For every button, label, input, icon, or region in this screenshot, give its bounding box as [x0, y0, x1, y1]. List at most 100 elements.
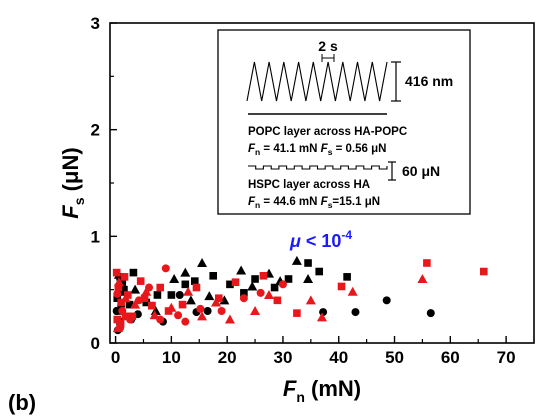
- data-point-triangle: [219, 295, 230, 305]
- data-point-triangle: [169, 274, 180, 283]
- data-point-square: [343, 273, 351, 281]
- data-point-circle: [118, 307, 127, 315]
- data-point-circle: [426, 309, 435, 318]
- data-point-square: [423, 259, 431, 267]
- data-point-triangle: [247, 281, 258, 291]
- data-point-triangle: [204, 291, 215, 301]
- data-point-circle: [382, 296, 391, 305]
- data-point-square: [251, 275, 259, 283]
- data-point-circle: [161, 264, 170, 273]
- data-point-square: [240, 289, 248, 297]
- data-point-circle: [217, 307, 226, 315]
- data-point-square: [284, 275, 293, 283]
- data-point-triangle: [224, 314, 235, 324]
- data-point-square: [273, 296, 282, 305]
- data-point-circle: [145, 283, 154, 292]
- data-point-triangle: [236, 265, 247, 275]
- data-point-circle: [116, 324, 125, 333]
- data-point-triangle: [113, 277, 124, 287]
- data-point-circle: [196, 304, 205, 313]
- x-tick-label: 0: [111, 348, 120, 367]
- data-point-square: [214, 294, 223, 302]
- data-point-triangle: [141, 286, 152, 296]
- data-point-square: [259, 272, 268, 280]
- data-point-square: [231, 278, 240, 286]
- data-point-square: [209, 272, 218, 280]
- data-point-triangle: [250, 306, 261, 315]
- data-point-circle: [181, 317, 190, 326]
- x-tick-label: 60: [441, 348, 460, 367]
- x-tick-label: 30: [273, 348, 292, 367]
- panel-label: (b): [8, 390, 36, 415]
- data-point-circle: [135, 296, 144, 305]
- x-tick-label: 40: [329, 348, 348, 367]
- data-point-square: [121, 312, 130, 321]
- data-point-square: [270, 283, 279, 292]
- hspc-values: Fn = 44.6 mN Fs=15.1 μN: [248, 196, 380, 210]
- data-point-square: [156, 283, 165, 292]
- data-point-triangle: [130, 284, 141, 294]
- data-points: [112, 255, 488, 335]
- data-point-triangle: [317, 312, 327, 322]
- popc-title: POPC layer across HA-POPC: [248, 126, 407, 138]
- data-point-circle: [156, 315, 165, 324]
- data-point-square: [140, 294, 149, 302]
- data-point-circle: [126, 315, 135, 324]
- data-point-triangle: [130, 299, 141, 309]
- amplitude-label: 416 nm: [405, 73, 453, 89]
- data-point-square: [293, 309, 301, 317]
- y-tick-label: 0: [91, 334, 100, 353]
- hspc-title: HSPC layer across HA: [248, 179, 370, 191]
- data-point-square: [120, 273, 129, 281]
- data-point-circle: [174, 311, 183, 320]
- data-point-triangle: [185, 295, 196, 305]
- data-point-triangle: [303, 274, 314, 283]
- inset-frame: [217, 29, 471, 215]
- data-point-square: [192, 283, 201, 292]
- force-scale-label: 60 μN: [402, 163, 440, 179]
- period-label: 2 s: [318, 38, 338, 54]
- data-point-triangle: [150, 306, 161, 315]
- data-point-square: [125, 300, 134, 309]
- data-point-circle: [203, 307, 212, 315]
- data-point-circle: [239, 294, 248, 303]
- data-point-square: [113, 294, 122, 302]
- data-point-triangle: [120, 293, 131, 303]
- x-tick-label: 20: [218, 348, 237, 367]
- data-point-triangle: [166, 302, 177, 312]
- data-point-square: [337, 282, 346, 291]
- x-tick-label: 70: [497, 348, 516, 367]
- hspc-friction-trace: [248, 165, 388, 170]
- data-point-square: [112, 268, 121, 277]
- data-point-circle: [112, 307, 121, 315]
- y-tick-label: 2: [91, 121, 100, 140]
- y-axis-label: Fs (μN): [58, 147, 87, 218]
- data-point-triangle: [211, 297, 221, 307]
- axis-ticks: 0 10 20 30 40 50 60 70 0 1 2 3: [91, 14, 516, 367]
- data-point-triangle: [291, 255, 302, 265]
- data-point-square: [153, 291, 162, 299]
- data-point-square: [114, 283, 123, 292]
- data-point-triangle: [180, 267, 191, 277]
- x-tick-label: 10: [162, 348, 181, 367]
- friction-coefficient-annotation: μ < 10-4: [289, 228, 352, 251]
- data-point-square: [129, 268, 138, 277]
- x-axis-label: Fn (mN): [283, 376, 361, 405]
- data-point-square: [136, 277, 145, 285]
- data-point-square: [167, 291, 176, 299]
- popc-values: Fn = 41.1 mN Fs = 0.56 μN: [248, 143, 386, 157]
- data-point-triangle: [183, 286, 194, 296]
- displacement-wave: [246, 61, 388, 102]
- data-point-triangle: [417, 274, 428, 283]
- inset-panel: 2 s 416 nm POPC layer across HA-POPC Fn …: [217, 29, 471, 215]
- data-point-square: [124, 291, 132, 299]
- data-point-square: [479, 267, 488, 276]
- y-tick-label: 1: [91, 227, 100, 246]
- data-point-circle: [113, 289, 122, 298]
- data-point-circle: [278, 280, 287, 289]
- data-point-square: [181, 280, 190, 289]
- data-point-triangle: [264, 290, 274, 299]
- data-point-circle: [256, 288, 265, 297]
- data-point-square: [178, 300, 187, 309]
- data-point-circle: [351, 308, 360, 317]
